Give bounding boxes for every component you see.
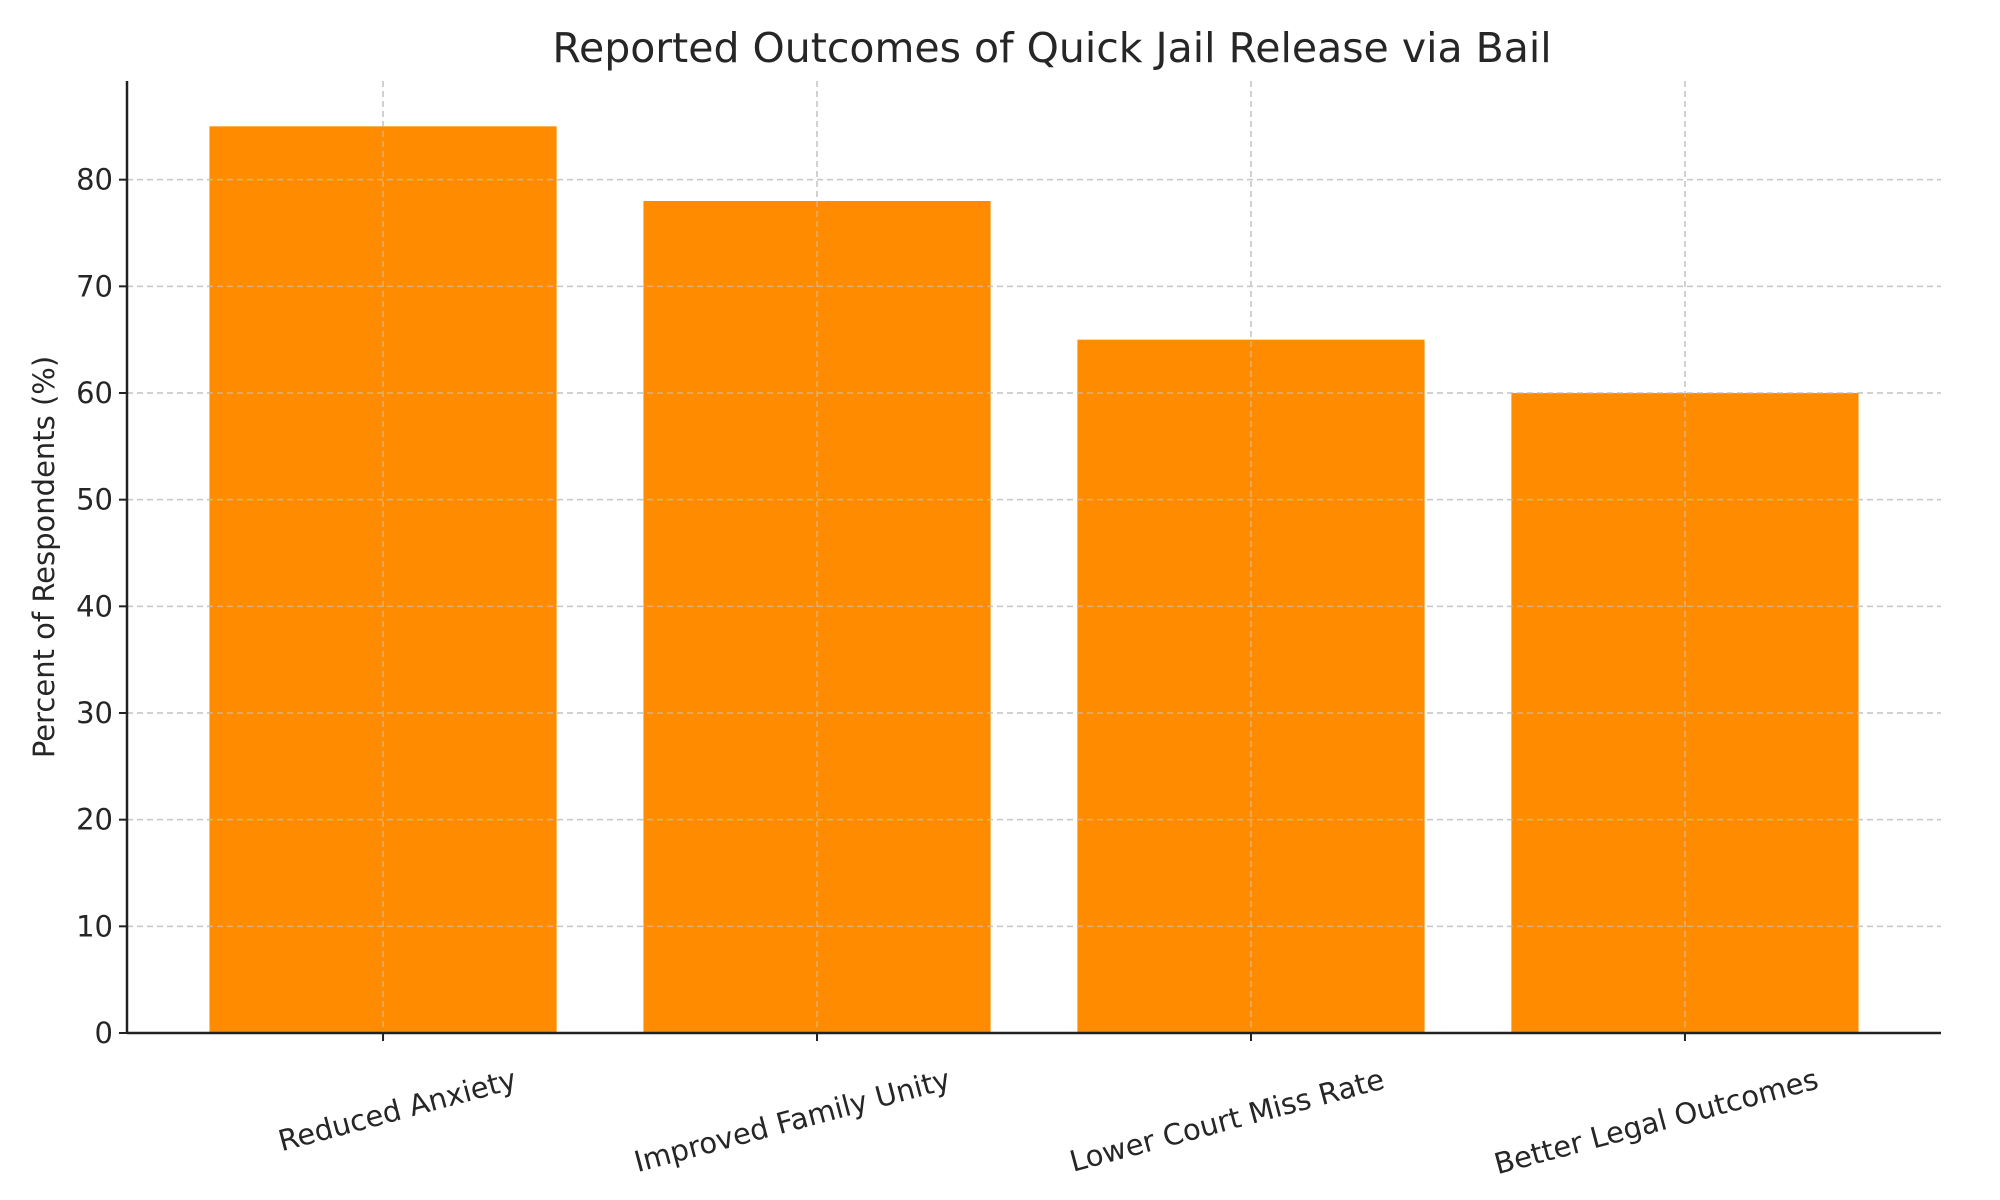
y-tick-label: 60: [76, 376, 113, 410]
y-tick-label: 40: [76, 589, 113, 623]
grid-overlay: [127, 81, 1941, 1034]
x-tick-label: Improved Family Unity: [631, 1062, 954, 1179]
y-axis-label: Percent of Respondents (%): [27, 356, 61, 758]
y-tick-label: 0: [95, 1016, 113, 1050]
y-tick-label: 50: [76, 483, 113, 517]
chart-title: Reported Outcomes of Quick Jail Release …: [552, 24, 1551, 72]
y-tick-label: 30: [76, 696, 113, 730]
y-tick-label: 70: [76, 269, 113, 303]
x-tick-label: Reduced Anxiety: [275, 1062, 520, 1158]
x-tick-label: Better Legal Outcomes: [1490, 1062, 1821, 1181]
axes: [125, 81, 1941, 1035]
bars: [209, 126, 1859, 1034]
x-tick-label: Lower Court Miss Rate: [1066, 1062, 1388, 1179]
y-tick-label: 80: [76, 163, 113, 197]
y-tick-label: 10: [76, 909, 113, 943]
y-tick-label: 20: [76, 803, 113, 837]
